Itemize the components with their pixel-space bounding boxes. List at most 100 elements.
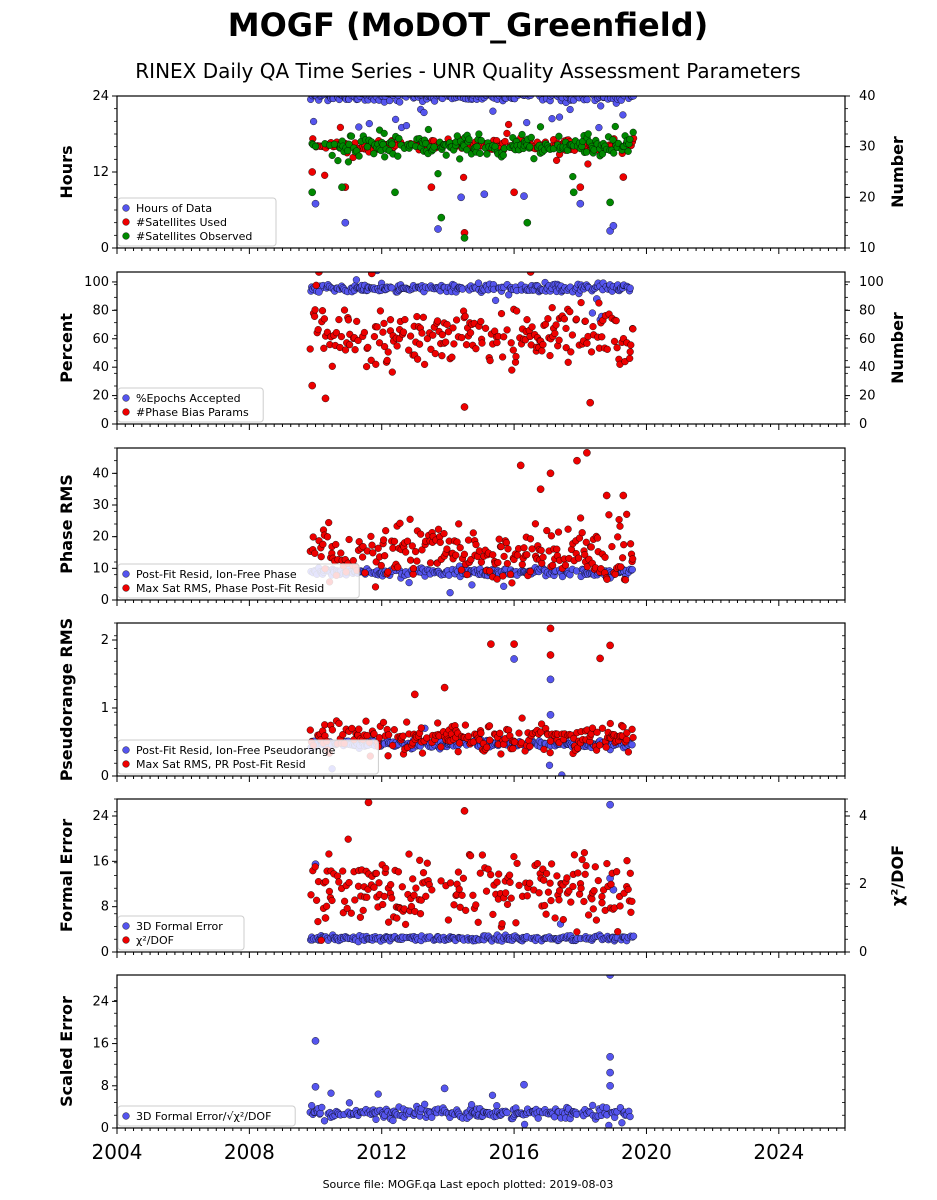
outlier-point xyxy=(391,188,399,197)
x-ticks xyxy=(116,776,846,782)
data-point xyxy=(383,356,391,365)
data-point xyxy=(318,307,327,315)
y-tick-label-right: 2 xyxy=(859,877,867,892)
data-point xyxy=(423,859,431,867)
data-point xyxy=(554,96,557,97)
data-point xyxy=(416,910,425,918)
x-ticks xyxy=(116,424,846,430)
y-tick-label: 2 xyxy=(101,633,109,648)
data-point xyxy=(588,1101,597,1110)
data-point xyxy=(460,550,469,558)
legend-label: #Satellites Used xyxy=(136,216,227,229)
data-point xyxy=(446,589,454,597)
data-point xyxy=(623,265,630,272)
outlier-point xyxy=(338,183,346,191)
data-point xyxy=(558,572,567,581)
data-point xyxy=(406,515,414,523)
data-point xyxy=(454,748,462,756)
data-point xyxy=(412,547,420,556)
data-point xyxy=(311,549,319,557)
data-point xyxy=(355,538,363,546)
data-point xyxy=(504,545,512,553)
data-point xyxy=(344,147,352,155)
data-point xyxy=(508,366,516,374)
data-point xyxy=(403,718,411,726)
data-point xyxy=(468,1100,476,1109)
data-point xyxy=(310,96,313,97)
data-point xyxy=(375,339,384,347)
data-point xyxy=(605,1121,613,1128)
series-3d-formal-error-dof xyxy=(306,975,634,1128)
data-point xyxy=(507,894,515,902)
data-point xyxy=(624,885,632,894)
data-point xyxy=(319,88,326,95)
data-point xyxy=(370,150,378,158)
outlier-point xyxy=(440,683,449,692)
data-point xyxy=(623,510,631,518)
data-point xyxy=(528,545,536,553)
data-point xyxy=(626,1112,634,1121)
outlier-point xyxy=(321,914,330,922)
plot-frame xyxy=(116,974,846,1129)
panel-phase-rms: 0 10 20 30 40 Phase RMS Post-Fit Resid, Ion-Fr… xyxy=(57,447,846,608)
outlier-point xyxy=(596,654,604,663)
data-point xyxy=(407,902,416,911)
data-point xyxy=(626,869,634,877)
outlier-point xyxy=(576,183,585,191)
y-tick-label: 0 xyxy=(101,417,109,432)
y-tick-label-right: 80 xyxy=(859,303,876,318)
data-point xyxy=(421,1100,429,1108)
data-point xyxy=(340,306,349,314)
outlier-point xyxy=(609,221,618,230)
y-tick-label-right: 0 xyxy=(859,417,867,432)
y-tick-label-right: 4 xyxy=(859,809,867,824)
data-point xyxy=(456,903,464,911)
data-point xyxy=(611,122,619,131)
y-tick-label-right: 100 xyxy=(859,275,884,290)
legend-box xyxy=(117,197,277,247)
series-3d-formal-error xyxy=(307,800,638,946)
data-point xyxy=(629,325,637,333)
y-tick-label: 1 xyxy=(101,701,109,716)
data-point xyxy=(315,96,320,97)
data-point xyxy=(502,539,511,547)
data-point xyxy=(469,529,477,537)
data-point xyxy=(453,538,461,546)
data-point xyxy=(396,98,404,106)
data-point xyxy=(543,96,547,97)
data-point xyxy=(551,329,559,338)
legend-marker xyxy=(122,204,130,212)
data-point xyxy=(518,560,526,569)
data-point xyxy=(475,130,483,138)
data-point xyxy=(629,932,638,940)
data-point xyxy=(578,855,586,864)
data-point xyxy=(540,901,549,910)
outlier-point xyxy=(510,640,518,648)
x-tick-label: 2020 xyxy=(621,1140,672,1164)
outlier-point xyxy=(311,199,320,208)
data-point xyxy=(413,557,421,565)
data-point xyxy=(506,570,515,578)
data-point xyxy=(426,559,435,567)
data-point xyxy=(381,343,389,351)
data-point xyxy=(455,739,464,747)
data-point xyxy=(509,346,517,354)
data-point xyxy=(626,354,634,363)
outlier-point xyxy=(546,651,555,659)
data-point xyxy=(359,553,367,561)
data-point xyxy=(431,350,439,358)
data-point xyxy=(355,725,363,733)
outlier-point xyxy=(523,218,532,227)
data-point xyxy=(577,299,585,307)
y-tick-label-right: 0 xyxy=(859,945,867,960)
data-point xyxy=(399,328,408,336)
data-point xyxy=(547,532,556,540)
data-point xyxy=(609,136,617,144)
outlier-point xyxy=(546,711,555,719)
data-point xyxy=(539,341,547,349)
data-point xyxy=(349,556,357,565)
series-phase-bias-params xyxy=(306,272,637,411)
data-point xyxy=(545,761,554,769)
